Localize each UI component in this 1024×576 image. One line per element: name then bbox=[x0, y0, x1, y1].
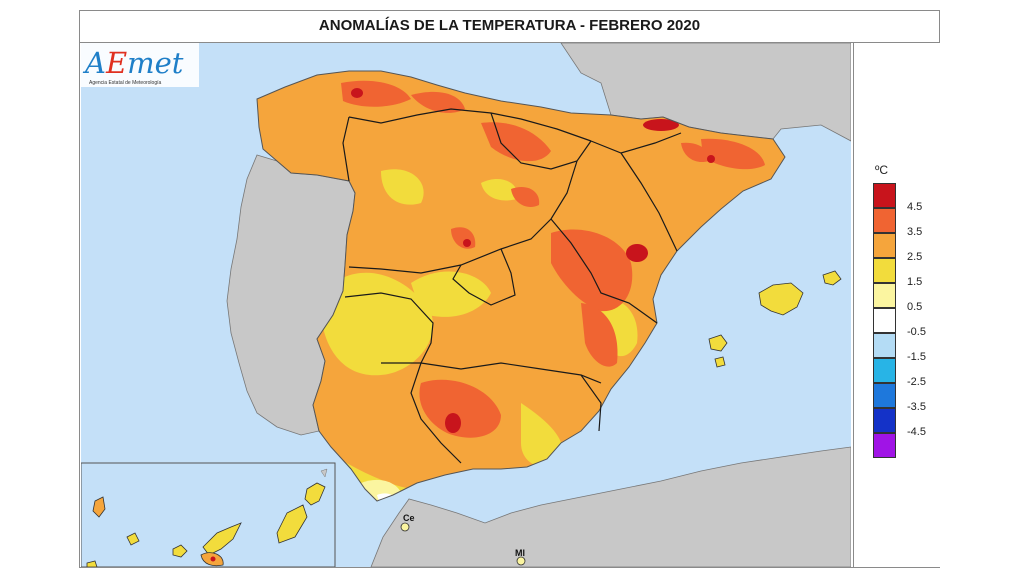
logo-subtitle: Agencia Estatal de Meteorología bbox=[89, 80, 161, 86]
svg-text:AEmet: AEmet bbox=[82, 46, 184, 80]
logo-rest: met bbox=[127, 46, 184, 80]
legend-swatch bbox=[873, 308, 896, 333]
legend-swatch bbox=[873, 183, 896, 208]
map-frame: ANOMALÍAS DE LA TEMPERATURA - FEBRERO 20… bbox=[79, 10, 940, 568]
melilla-label: Ml bbox=[515, 548, 525, 558]
legend-swatch bbox=[873, 208, 896, 233]
logo-letter-a: A bbox=[82, 46, 106, 80]
legend-swatch bbox=[873, 333, 896, 358]
legend-tick-label: 1.5 bbox=[907, 276, 923, 288]
legend-swatch bbox=[873, 283, 896, 308]
spain-coast bbox=[256, 70, 786, 502]
morocco-land bbox=[370, 446, 851, 567]
logo-letter-e: E bbox=[105, 46, 127, 80]
legend-unit: ºC bbox=[875, 163, 889, 177]
ceuta-label: Ce bbox=[403, 513, 415, 523]
canary-islands-inset bbox=[81, 462, 336, 567]
legend-tick-label: -1.5 bbox=[907, 351, 926, 363]
legend-tick-label: 0.5 bbox=[907, 301, 923, 313]
ceuta-melilla: Ce Ml bbox=[400, 513, 526, 566]
map-title: ANOMALÍAS DE LA TEMPERATURA - FEBRERO 20… bbox=[80, 11, 939, 43]
region-borders bbox=[342, 108, 682, 464]
legend-swatch bbox=[873, 233, 896, 258]
aemet-logo: AEmet Agencia Estatal de Meteorología bbox=[81, 43, 199, 87]
balearic-islands bbox=[708, 270, 842, 368]
anomaly-map: Ce Ml AEmet Agenci bbox=[81, 43, 851, 567]
legend-tick-label: 3.5 bbox=[907, 226, 923, 238]
legend-swatch bbox=[873, 383, 896, 408]
legend-tick-label: 2.5 bbox=[907, 251, 923, 263]
legend-tick-label: -0.5 bbox=[907, 326, 926, 338]
legend-panel: ºC 4.5 3.5 2.5 1.5 0.5 -0.5 -1.5 -2.5 -3.5 -4.5 bbox=[853, 43, 940, 567]
legend-tick-label: -3.5 bbox=[907, 401, 926, 413]
legend-swatch bbox=[873, 408, 896, 433]
map-canvas: Ce Ml bbox=[81, 43, 851, 567]
legend-tick-label: -2.5 bbox=[907, 376, 926, 388]
legend-swatch bbox=[873, 258, 896, 283]
legend-tick-label: 4.5 bbox=[907, 201, 923, 213]
legend-swatch bbox=[873, 433, 896, 458]
legend-swatch bbox=[873, 358, 896, 383]
legend-tick-label: -4.5 bbox=[907, 426, 926, 438]
